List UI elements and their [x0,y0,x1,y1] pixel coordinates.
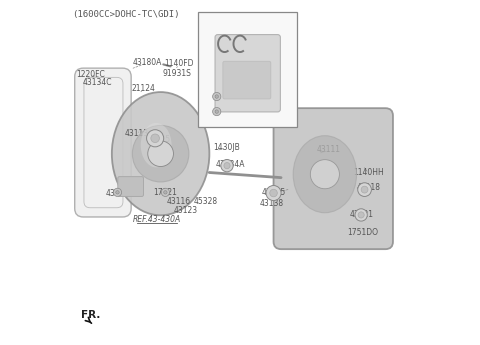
Circle shape [270,189,277,197]
Text: (1600CC>DOHC-TC\GDI): (1600CC>DOHC-TC\GDI) [72,10,180,19]
Text: 43920: 43920 [243,13,267,22]
Circle shape [213,108,221,116]
Text: 1220FC: 1220FC [76,70,105,79]
Text: 43138: 43138 [260,199,284,208]
Circle shape [161,188,169,196]
Circle shape [113,188,121,196]
Circle shape [151,134,159,142]
Text: 43123: 43123 [173,206,197,215]
Text: 43121: 43121 [350,210,374,219]
Circle shape [116,191,119,194]
Circle shape [224,162,230,169]
Text: 43135: 43135 [262,188,286,197]
Text: 43838: 43838 [204,107,229,116]
Text: 43118: 43118 [357,183,381,192]
Text: 1751DO: 1751DO [347,228,378,237]
Circle shape [215,95,218,98]
Text: 43134A: 43134A [216,160,245,169]
Text: 43180A: 43180A [132,59,162,68]
Text: 91931B: 91931B [261,46,290,55]
Text: 91931S: 91931S [162,69,191,78]
FancyBboxPatch shape [118,177,144,196]
Text: 43113: 43113 [125,129,149,138]
Circle shape [164,191,167,194]
Text: 43115: 43115 [147,135,171,144]
Text: 21124: 21124 [132,84,156,93]
Circle shape [221,159,233,172]
Text: 43176: 43176 [105,188,130,198]
Circle shape [266,186,281,200]
Text: 43714B: 43714B [202,93,231,102]
FancyBboxPatch shape [274,108,393,249]
Text: 17121: 17121 [154,188,177,197]
Text: FR.: FR. [81,310,100,321]
Circle shape [146,130,164,147]
Text: 43116: 43116 [167,197,191,206]
Text: 43111: 43111 [316,145,340,155]
Circle shape [358,183,372,196]
Circle shape [358,212,364,218]
Text: 43929: 43929 [204,38,229,47]
Circle shape [355,209,367,221]
Text: 1125DA: 1125DA [265,31,296,40]
Circle shape [361,186,368,193]
FancyBboxPatch shape [215,34,280,112]
FancyBboxPatch shape [223,61,271,99]
Circle shape [213,92,221,101]
Text: 43929: 43929 [217,50,241,59]
Text: 1430JB: 1430JB [213,143,240,152]
Circle shape [215,110,218,113]
Text: 1140HH: 1140HH [353,168,384,177]
Ellipse shape [293,136,357,213]
Ellipse shape [112,92,209,215]
Text: REF.43-430A: REF.43-430A [133,215,181,224]
Ellipse shape [132,126,189,182]
FancyBboxPatch shape [75,68,131,217]
Text: 45328: 45328 [194,197,218,206]
Ellipse shape [141,123,171,167]
Ellipse shape [311,160,339,189]
Ellipse shape [148,141,173,167]
Bar [198,12,298,127]
Text: 43134C: 43134C [82,78,112,87]
Text: 1140FD: 1140FD [164,59,194,68]
